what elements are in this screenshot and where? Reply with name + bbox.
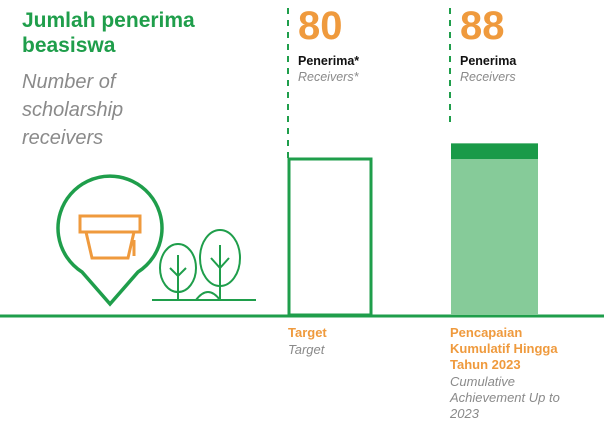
value-unit-translation: Receivers* xyxy=(298,70,359,84)
excess-segment xyxy=(451,143,538,159)
subtitle: Number of scholarship receivers xyxy=(22,71,124,149)
value-unit: Penerima xyxy=(460,54,517,68)
achievement-bar xyxy=(451,143,538,315)
value-unit: Penerima* xyxy=(298,54,360,68)
cap-icon xyxy=(78,214,142,260)
category-translation: Target xyxy=(288,342,325,357)
pin-icon xyxy=(56,174,164,307)
value-label: 88 xyxy=(460,4,505,48)
category-label: Pencapaian Kumulatif Hingga Tahun 2023 xyxy=(450,325,558,372)
category-label: Target xyxy=(288,325,327,340)
value-label: 80 xyxy=(298,4,343,48)
value-unit-translation: Receivers xyxy=(460,70,516,84)
target-bar xyxy=(287,157,373,317)
trees-icon xyxy=(152,229,256,301)
category-translation: Cumulative Achievement Up to 2023 xyxy=(450,374,560,421)
title: Jumlah penerima beasiswa xyxy=(22,9,195,57)
